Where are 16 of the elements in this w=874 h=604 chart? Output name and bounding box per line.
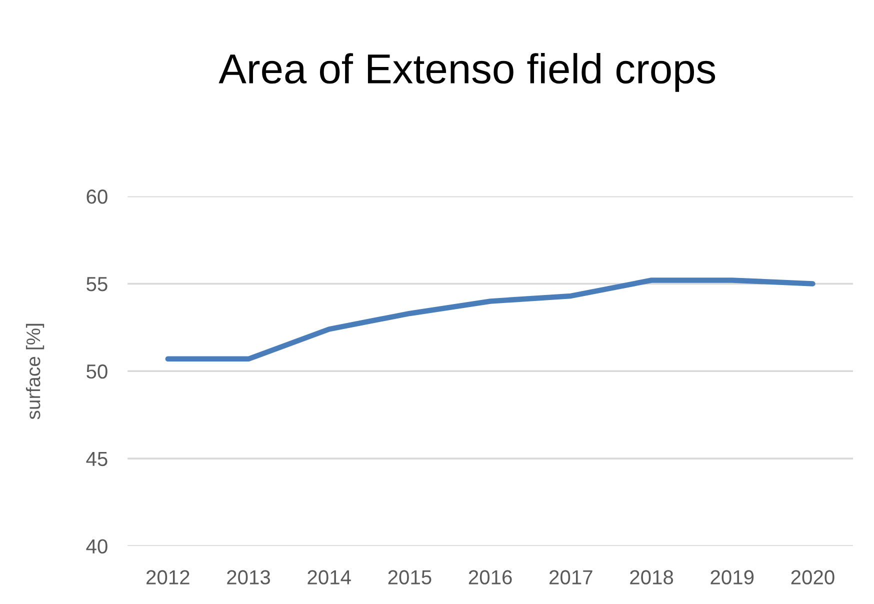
y-tick-label: 50 xyxy=(86,364,108,379)
x-tick-label: 2019 xyxy=(710,570,754,584)
x-tick-label: 2020 xyxy=(791,570,834,584)
chart-title: Area of Extenso field crops xyxy=(218,53,716,92)
y-tick-label: 40 xyxy=(86,539,108,554)
x-tick-label: 2018 xyxy=(630,570,674,584)
x-tick-label: 2016 xyxy=(468,570,512,584)
y-tick-label: 45 xyxy=(86,452,108,466)
y-tick-label: 60 xyxy=(86,190,108,204)
y-axis-title: surface [%] xyxy=(26,324,44,420)
x-tick-label: 2017 xyxy=(550,570,592,584)
y-tick-label: 55 xyxy=(86,277,108,292)
x-tick-label: 2012 xyxy=(146,570,190,584)
x-tick-label: 2014 xyxy=(308,570,351,584)
x-tick-label: 2015 xyxy=(388,570,432,584)
x-tick-label: 2013 xyxy=(227,570,270,584)
